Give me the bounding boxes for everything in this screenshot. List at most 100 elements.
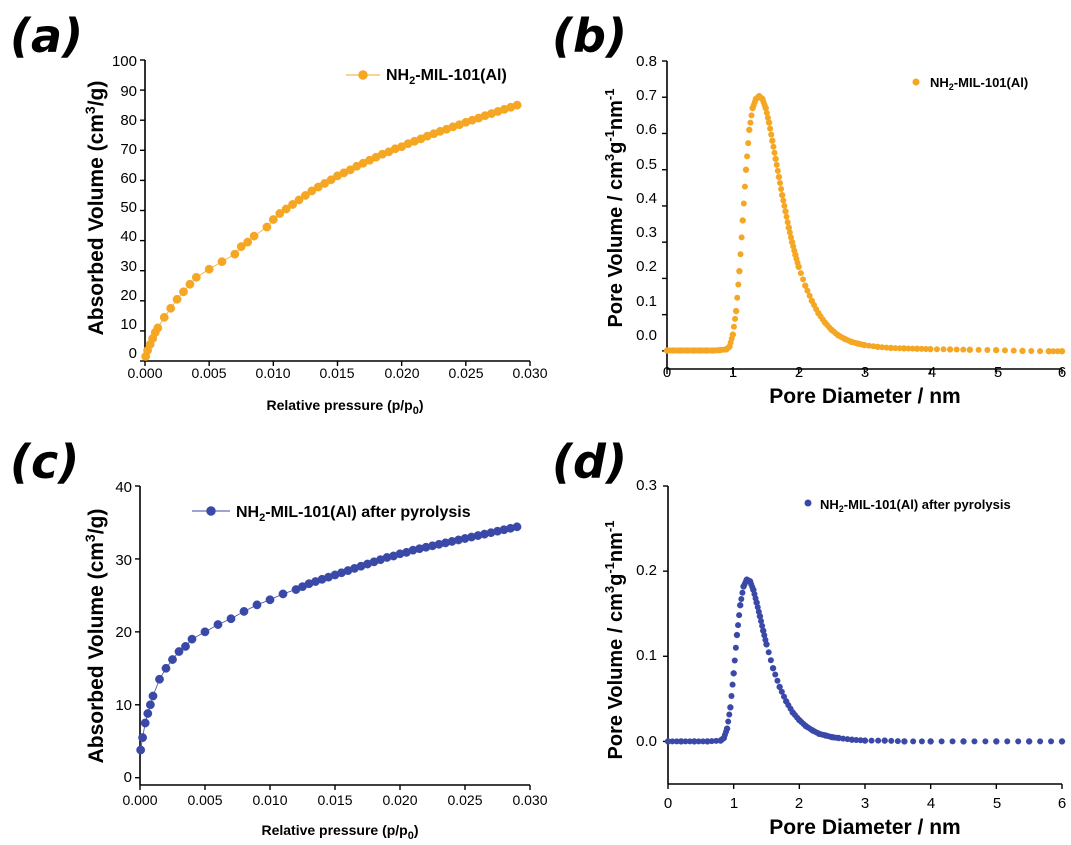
legend-marker [912,78,920,86]
data-point [770,143,777,150]
x-tick-label: 2 [795,795,803,812]
data-point [781,693,788,700]
data-point [181,642,190,651]
data-point [725,718,732,725]
y-tick-label: 0.8 [636,53,657,70]
series-line [145,104,518,357]
data-point [1001,347,1008,354]
data-point [771,149,778,156]
legend-marker [206,506,216,516]
data-point [1050,348,1057,355]
data-point [840,735,847,742]
data-point [1037,738,1044,745]
data-point [787,705,794,712]
data-point [993,738,1000,745]
data-point [737,602,744,609]
data-point [933,346,940,353]
data-point [772,671,779,678]
data-point [243,237,253,247]
data-point [174,647,184,656]
data-point [673,738,680,745]
data-point [735,622,742,629]
data-point [940,346,947,353]
data-point [730,323,737,330]
data-point [909,345,916,352]
x-tick-label: 4 [928,364,936,381]
data-point [140,718,150,728]
data-point [754,604,761,611]
data-point [204,264,214,274]
panel-c-y-ticks: 0 10 20 30 40 [115,479,132,786]
legend-b: NH2-MIL-101(Al) [930,75,1028,92]
data-point [794,259,801,266]
data-point [1019,347,1026,355]
data-point [732,644,739,651]
data-point [768,131,775,138]
data-point [695,738,702,745]
x-tick-label: 0.000 [122,792,157,808]
data-point [927,738,934,745]
data-point [736,267,743,275]
data-point [1028,348,1035,355]
data-point [774,677,781,684]
data-point [749,584,756,591]
data-point [738,234,745,241]
data-point [275,209,285,218]
data-point [1048,738,1055,745]
x-tick-label: 0.015 [317,792,352,808]
x-tick-label: 0.020 [382,792,417,808]
y-tick-label: 20 [120,287,137,304]
data-point [739,217,746,224]
data-point [832,330,839,337]
data-point [794,714,801,721]
data-point [682,738,689,745]
data-point [143,709,153,718]
data-point [708,738,715,745]
data-point [728,693,735,700]
data-point [767,125,774,132]
x-tick-label: 0 [664,795,672,812]
data-point [844,736,851,743]
data-point [938,738,945,745]
data-point [779,191,786,199]
data-point [185,279,195,289]
panel-a-y-ticks: 0 10 20 30 40 50 60 70 80 90 100 [112,53,137,362]
y-tick-label: 10 [120,316,137,333]
y-tick-label: 0.3 [636,477,657,494]
y-tick-label: 0.0 [636,733,657,750]
y-axis-title: Absorbed Volume (cm3/g) [82,81,108,336]
data-point [767,657,774,664]
data-point [1010,347,1017,354]
x-tick-label: 0.010 [255,365,290,381]
y-tick-label: 30 [120,258,137,275]
x-tick-label: 0.025 [447,792,482,808]
data-point [787,234,794,241]
x-axis-title: Pore Diameter / nm [769,385,960,408]
data-point [800,276,807,283]
data-point [739,589,746,596]
data-point [746,126,753,134]
data-point [960,738,967,745]
x-tick-label: 0.015 [319,365,354,381]
data-point [949,738,956,745]
x-tick-label: 0.030 [512,365,547,381]
x-tick-label: 6 [1058,795,1066,812]
panel-d: (d) 0.0 0.1 0.2 0.3 0 1 2 3 4 5 6 Pore D… [552,435,1066,839]
data-point [802,282,809,289]
data-point [239,607,249,616]
panel-b-y-ticks: 0.0 0.1 0.2 0.3 0.4 0.5 0.6 0.7 0.8 [636,53,657,344]
data-point [226,614,236,624]
x-tick-label: 0.030 [512,792,547,808]
data-point [217,257,227,267]
x-tick-label: 4 [927,795,935,812]
data-point [735,281,742,288]
x-tick-label: 0.000 [127,365,162,381]
data-point [905,345,912,352]
y-tick-label: 40 [115,479,132,496]
x-tick-label: 0.005 [191,365,226,381]
legend-d: NH2-MIL-101(Al) after pyrolysis [820,497,1011,514]
data-point [763,109,770,116]
x-tick-label: 0.020 [384,365,419,381]
x-tick-label: 0.005 [187,792,222,808]
data-point [707,347,714,354]
